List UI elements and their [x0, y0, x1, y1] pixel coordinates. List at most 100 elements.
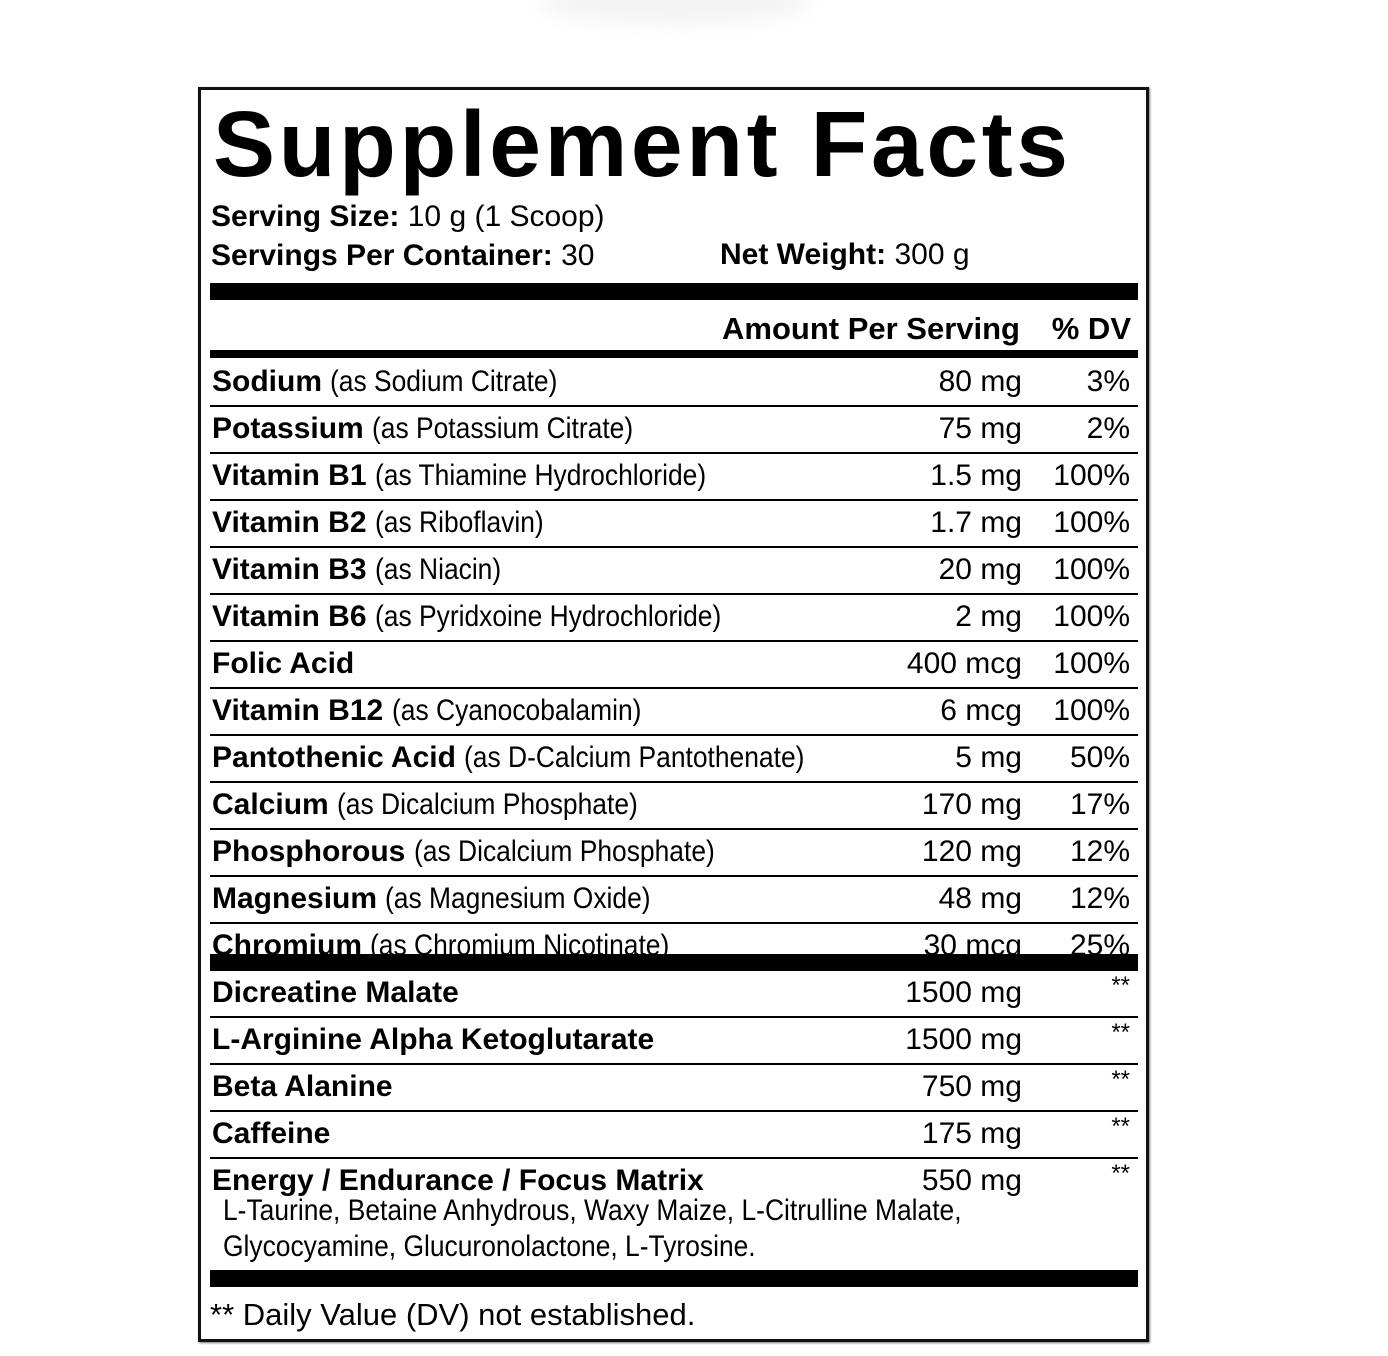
servings-per-container-value: 30: [561, 239, 595, 272]
nutrient-source: (as Dicalcium Phosphate): [337, 788, 638, 821]
nutrient-dv: 100%: [1053, 506, 1130, 539]
net-weight-label: Net Weight:: [720, 238, 887, 271]
nutrient-dv: 3%: [1086, 365, 1130, 398]
nutrient-name-cell: Folic Acid: [212, 642, 354, 686]
ingredient-row: Energy / Endurance / Focus Matrix 550 mg *…: [210, 1159, 1138, 1204]
nutrient-dv: 12%: [1069, 882, 1130, 915]
nutrient-source: (as Thiamine Hydrochloride): [374, 459, 706, 492]
servings-per-container-label: Servings Per Container:: [211, 239, 553, 272]
ingredient-dv: **: [1111, 1160, 1130, 1187]
ingredient-amount: 1500 mg: [905, 1023, 1022, 1056]
dv-header: % DV: [1051, 311, 1131, 346]
ingredient-dv: **: [1111, 1113, 1130, 1140]
nutrient-source: (as Sodium Citrate): [330, 365, 558, 398]
nutrient-name: Folic Acid: [212, 647, 355, 680]
nutrient-amount: 5 mg: [955, 741, 1022, 774]
ingredient-amount: 1500 mg: [905, 976, 1022, 1009]
nutrient-amount: 120 mg: [921, 835, 1022, 868]
ingredient-row: Caffeine 175 mg **: [210, 1112, 1138, 1159]
nutrient-dv: 100%: [1053, 553, 1130, 586]
nutrient-row: Chromium (as Chromium Nicotinate) 30 mcg 2…: [210, 924, 1138, 969]
nutrient-amount: 170 mg: [921, 788, 1022, 821]
nutrient-row: Vitamin B6 (as Pyridxoine Hydrochloride)…: [210, 595, 1138, 642]
nutrient-amount: 1.7 mg: [930, 506, 1022, 539]
net-weight-value: 300 g: [894, 238, 970, 271]
matrix-ingredients-line: L-Taurine, Betaine Anhydrous, Waxy Maize…: [223, 1194, 962, 1227]
column-header: Amount Per Serving % DV: [210, 308, 1131, 350]
nutrient-dv: 50%: [1069, 741, 1130, 774]
panel-title: Supplement Facts: [213, 92, 1072, 196]
serving-size-label: Serving Size:: [211, 200, 400, 233]
nutrient-row: Vitamin B1 (as Thiamine Hydrochloride) 1.…: [210, 454, 1138, 501]
nutrient-name-cell: Phosphorous (as Dicalcium Phosphate): [212, 830, 756, 874]
divider-thick: [210, 283, 1138, 300]
nutrient-amount: 400 mcg: [906, 647, 1022, 680]
nutrient-dv: 2%: [1086, 412, 1130, 445]
nutrient-name-cell: Potassium (as Potassium Citrate): [212, 407, 669, 451]
ingredient-name: Energy / Endurance / Focus Matrix: [212, 1164, 704, 1197]
ingredient-row: Beta Alanine 750 mg **: [210, 1065, 1138, 1112]
ingredient-dv: **: [1111, 972, 1130, 999]
amount-header: Amount Per Serving: [722, 311, 1020, 346]
ingredient-dv: **: [1111, 1066, 1130, 1093]
nutrient-row: Folic Acid 400 mcg 100%: [210, 642, 1138, 689]
ingredient-name: L-Arginine Alpha Ketoglutarate: [212, 1023, 655, 1056]
nutrient-name: Phosphorous: [212, 835, 406, 868]
serving-size-value: 10 g (1 Scoop): [407, 200, 605, 233]
nutrient-name-cell: Vitamin B3 (as Niacin): [212, 548, 518, 592]
ingredient-name-cell: Beta Alanine: [212, 1065, 393, 1109]
nutrient-amount: 80 mg: [938, 365, 1022, 398]
nutrient-source: (as Dicalcium Phosphate): [413, 835, 715, 868]
nutrient-dv: 17%: [1069, 788, 1130, 821]
ingredient-dv: **: [1111, 1019, 1130, 1046]
servings-per-container: Servings Per Container: 30: [211, 239, 594, 273]
ingredient-name: Dicreatine Malate: [212, 976, 459, 1009]
nutrient-dv: 12%: [1069, 835, 1130, 868]
nutrient-source: (as Potassium Citrate): [372, 412, 634, 445]
ingredient-row: L-Arginine Alpha Ketoglutarate 1500 mg **: [210, 1018, 1138, 1065]
nutrient-dv: 100%: [1053, 459, 1130, 492]
nutrient-source: (as Niacin): [374, 553, 502, 586]
nutrient-row: Pantothenic Acid (as D-Calcium Pantothen…: [210, 736, 1138, 783]
ingredient-name-cell: Energy / Endurance / Focus Matrix: [212, 1159, 704, 1203]
nutrient-name-cell: Vitamin B2 (as Riboflavin): [212, 501, 567, 545]
divider-medium: [210, 350, 1138, 358]
ingredient-name-cell: L-Arginine Alpha Ketoglutarate: [212, 1018, 654, 1062]
nutrient-name-cell: Vitamin B12 (as Cyanocobalamin): [212, 689, 675, 733]
nutrient-name: Vitamin B12: [212, 694, 384, 727]
ingredient-row: Dicreatine Malate 1500 mg **: [210, 971, 1138, 1018]
nutrient-name-cell: Pantothenic Acid (as D-Calcium Pantothen…: [212, 736, 851, 780]
footnote: ** Daily Value (DV) not established.: [210, 1297, 696, 1332]
nutrient-amount: 75 mg: [938, 412, 1022, 445]
nutrient-name-cell: Magnesium (as Magnesium Oxide): [212, 877, 687, 921]
nutrient-amount: 2 mg: [955, 600, 1022, 633]
nutrient-amount: 6 mcg: [940, 694, 1022, 727]
nutrient-row: Vitamin B2 (as Riboflavin) 1.7 mg 100%: [210, 501, 1138, 548]
nutrient-name: Potassium: [212, 412, 364, 445]
nutrient-source: (as Magnesium Oxide): [385, 882, 651, 915]
blend-rows: Dicreatine Malate 1500 mg ** L-Arginine Alp…: [210, 971, 1138, 1204]
nutrient-amount: 20 mg: [938, 553, 1022, 586]
supplement-facts-panel: Supplement Facts Serving Size: 10 g (1 S…: [198, 87, 1149, 1342]
divider-thick: [210, 1270, 1138, 1287]
nutrient-amount: 1.5 mg: [930, 459, 1022, 492]
nutrient-name-cell: Vitamin B6 (as Pyridxoine Hydrochloride): [212, 595, 768, 639]
nutrient-row: Calcium (as Dicalcium Phosphate) 170 mg 17…: [210, 783, 1138, 830]
net-weight: Net Weight: 300 g: [720, 238, 970, 272]
nutrient-source: (as Cyanocobalamin): [391, 694, 641, 727]
background-shadow: [540, 0, 810, 25]
nutrient-row: Magnesium (as Magnesium Oxide) 48 mg 12%: [210, 877, 1138, 924]
nutrient-name-cell: Sodium (as Sodium Citrate): [212, 360, 589, 404]
nutrient-name: Vitamin B3: [212, 553, 367, 586]
nutrient-name: Pantothenic Acid: [212, 741, 456, 774]
nutrient-source: (as D-Calcium Pantothenate): [464, 741, 805, 774]
ingredient-name: Caffeine: [212, 1117, 331, 1150]
nutrient-name: Vitamin B6: [212, 600, 367, 633]
nutrient-dv: 100%: [1053, 694, 1130, 727]
nutrient-amount: 48 mg: [938, 882, 1022, 915]
nutrient-source: (as Riboflavin): [374, 506, 544, 539]
nutrient-row: Vitamin B12 (as Cyanocobalamin) 6 mcg 100%: [210, 689, 1138, 736]
nutrient-row: Potassium (as Potassium Citrate) 75 mg 2%: [210, 407, 1138, 454]
nutrient-source: (as Pyridxoine Hydrochloride): [374, 600, 722, 633]
nutrient-dv: 100%: [1053, 647, 1130, 680]
